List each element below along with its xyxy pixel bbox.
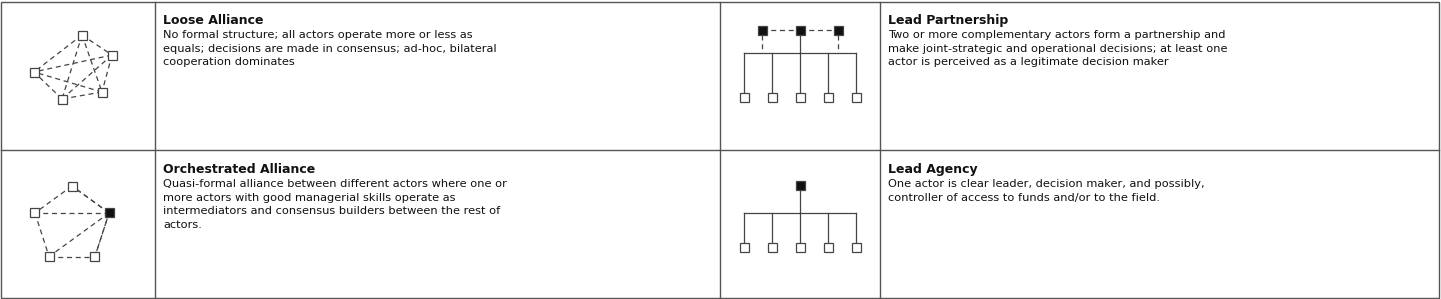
Bar [758,25,767,34]
Bar [739,92,748,101]
Bar [30,208,39,217]
Bar [98,88,107,97]
Text: One actor is clear leader, decision maker, and possibly,
controller of access to: One actor is clear leader, decision make… [888,179,1205,203]
Bar [795,242,804,251]
Bar [795,92,804,101]
Text: Loose Alliance: Loose Alliance [163,14,264,27]
Bar [823,242,833,251]
Text: No formal structure; all actors operate more or less as
equals; decisions are ma: No formal structure; all actors operate … [163,30,497,67]
Bar [852,92,860,101]
Bar [108,51,117,60]
Bar [795,25,804,34]
Text: Orchestrated Alliance: Orchestrated Alliance [163,163,316,176]
Bar [823,92,833,101]
Text: Two or more complementary actors form a partnership and
make joint-strategic and: Two or more complementary actors form a … [888,30,1228,67]
Bar [852,242,860,251]
Text: Lead Agency: Lead Agency [888,163,977,176]
Text: Lead Partnership: Lead Partnership [888,14,1009,27]
Bar [795,181,804,190]
Bar [29,68,39,77]
Bar [833,25,843,34]
Bar [739,242,748,251]
Bar [768,242,777,251]
Bar [91,252,99,261]
Text: Quasi-formal alliance between different actors where one or
more actors with goo: Quasi-formal alliance between different … [163,179,507,230]
Bar [68,181,76,190]
Bar [768,92,777,101]
Bar [105,208,114,217]
Bar [58,94,66,103]
Bar [45,252,53,261]
Bar [78,30,86,39]
